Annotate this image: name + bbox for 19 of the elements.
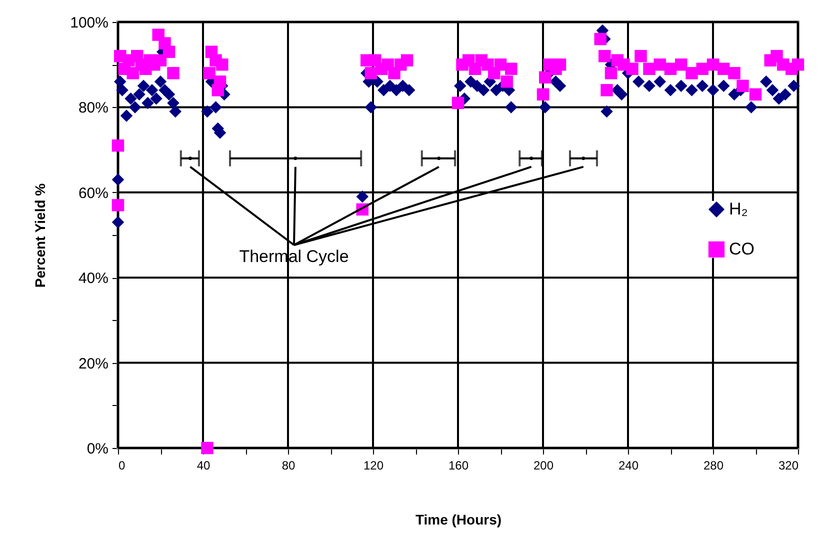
- legend-label: H₂: [729, 199, 748, 218]
- x-tick-label: 200: [533, 458, 554, 472]
- y-tick-label: 20%: [78, 355, 108, 372]
- x-tick-label: 280: [703, 458, 724, 472]
- legend-label: CO: [729, 239, 754, 258]
- y-tick-label: 80%: [78, 100, 108, 117]
- y-tick-label: 40%: [78, 270, 108, 288]
- y-axis-title: Percent Yield %: [32, 182, 48, 288]
- x-tick-label: 120: [363, 458, 384, 472]
- x-tick-label: 320: [778, 458, 799, 472]
- x-tick-label: 240: [618, 458, 639, 472]
- y-tick-label: 0%: [86, 440, 108, 458]
- y-tick-label: 60%: [78, 184, 108, 202]
- y-tick-label: 100%: [70, 14, 108, 32]
- x-tick-label: 40: [196, 458, 210, 472]
- x-tick-label: 80: [282, 458, 296, 472]
- x-axis-title: Time (Hours): [415, 512, 502, 528]
- x-tick-label: 160: [448, 458, 469, 472]
- x-tick-label: 0: [118, 458, 126, 472]
